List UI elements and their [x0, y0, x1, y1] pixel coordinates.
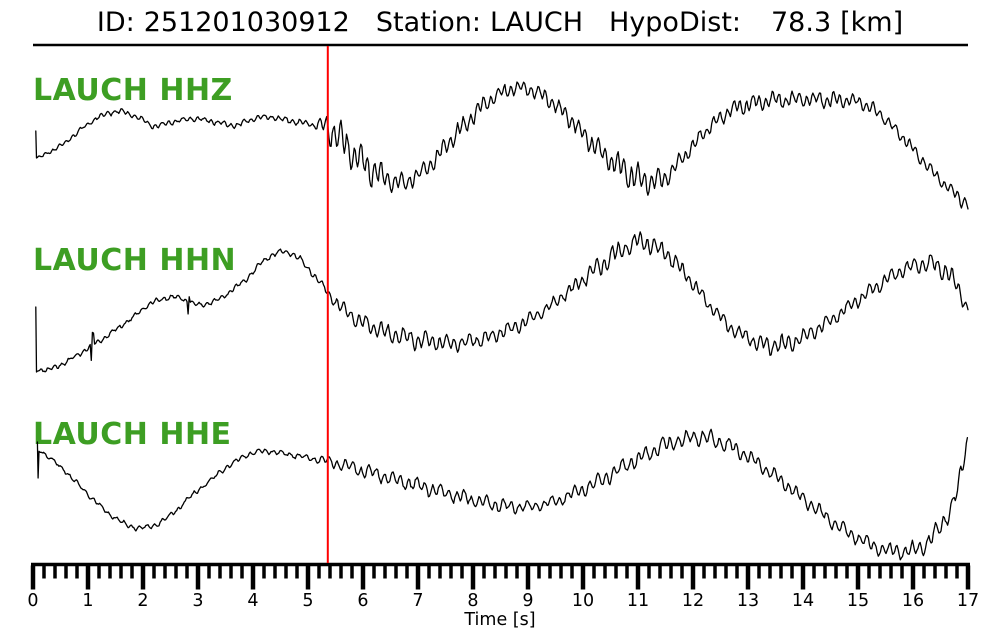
x-tick-label: 5 [302, 591, 313, 611]
x-tick-label: 7 [412, 591, 423, 611]
hypodist-value: 78.3 [771, 7, 832, 38]
trace-path-hhn[interactable] [35, 231, 969, 373]
trace-label-hhn: LAUCH HHN [33, 243, 237, 278]
x-tick-label: 16 [902, 591, 924, 611]
event-id-label: ID: [96, 7, 135, 38]
trace-path-hhz[interactable] [35, 81, 969, 210]
trace-label-hhz: LAUCH HHZ [33, 73, 233, 108]
x-axis-label: Time [s] [464, 610, 536, 630]
x-tick-label: 4 [247, 591, 258, 611]
x-tick-label: 8 [467, 591, 478, 611]
x-tick-label: 14 [792, 591, 814, 611]
x-tick-label: 6 [357, 591, 368, 611]
x-tick-label: 2 [137, 591, 148, 611]
station-label: Station: [375, 7, 481, 38]
event-id-value: 251201030912 [143, 7, 350, 38]
trace-path-hhe[interactable] [36, 428, 969, 561]
x-tick-label: 9 [522, 591, 533, 611]
x-tick-label: 3 [192, 591, 203, 611]
x-tick-label: 17 [957, 591, 979, 611]
hypodist-unit: [km] [840, 7, 904, 38]
station-value: LAUCH [489, 7, 584, 38]
x-tick-label: 13 [737, 591, 759, 611]
x-tick-label: 12 [682, 591, 704, 611]
hypodist-label: HypoDist: [609, 7, 741, 38]
figure-title: ID: 251201030912 Station: LAUCH HypoDist: 78.… [0, 7, 1000, 38]
x-tick-label: 10 [572, 591, 594, 611]
x-tick-label: 11 [627, 591, 649, 611]
x-tick-label: 15 [847, 591, 869, 611]
trace-label-hhe: LAUCH HHE [33, 417, 232, 452]
x-tick-label: 0 [27, 591, 38, 611]
x-tick-label: 1 [82, 591, 93, 611]
